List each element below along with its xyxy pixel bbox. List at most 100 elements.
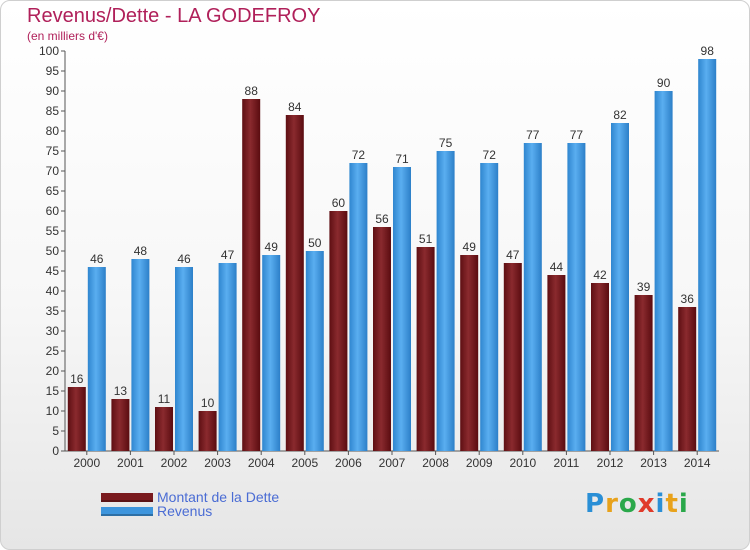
bar-dette xyxy=(111,399,130,451)
bar-revenus xyxy=(218,263,237,451)
proxiti-logo: Proxiti xyxy=(585,489,689,519)
data-label-dette: 10 xyxy=(201,396,215,410)
data-label-dette: 84 xyxy=(288,100,302,114)
y-tick-label: 10 xyxy=(46,404,60,418)
y-tick-label: 85 xyxy=(46,104,60,118)
data-label-revenus: 48 xyxy=(134,244,148,258)
data-label-dette: 47 xyxy=(506,248,520,262)
x-tick-label: 2000 xyxy=(73,456,100,470)
data-label-revenus: 46 xyxy=(90,252,104,266)
data-label-dette: 11 xyxy=(158,392,171,406)
data-label-revenus: 98 xyxy=(701,44,715,58)
x-tick-label: 2009 xyxy=(466,456,493,470)
data-label-revenus: 77 xyxy=(526,128,540,142)
data-label-revenus: 82 xyxy=(613,108,627,122)
bar-dette xyxy=(547,275,566,451)
y-tick-label: 45 xyxy=(46,264,60,278)
y-tick-label: 25 xyxy=(46,344,60,358)
bar-revenus xyxy=(349,163,368,451)
x-tick-label: 2007 xyxy=(379,456,406,470)
bar-dette xyxy=(198,411,217,451)
bar-dette xyxy=(591,283,609,451)
bar-revenus xyxy=(698,59,717,451)
bar-revenus xyxy=(393,167,411,451)
x-tick-label: 2003 xyxy=(204,456,231,470)
bar-revenus xyxy=(131,259,150,451)
data-label-dette: 88 xyxy=(245,84,259,98)
data-label-dette: 16 xyxy=(70,372,84,386)
data-label-revenus: 47 xyxy=(221,248,235,262)
data-label-dette: 36 xyxy=(681,292,695,306)
bar-dette xyxy=(242,99,261,451)
y-tick-label: 90 xyxy=(46,84,60,98)
x-tick-label: 2008 xyxy=(422,456,449,470)
bar-revenus xyxy=(87,267,106,451)
bar-dette xyxy=(373,227,391,451)
bar-revenus xyxy=(305,251,324,451)
data-label-revenus: 75 xyxy=(439,136,453,150)
data-label-revenus: 77 xyxy=(570,128,584,142)
data-label-dette: 39 xyxy=(637,280,651,294)
bar-revenus xyxy=(175,267,193,451)
data-label-revenus: 90 xyxy=(657,76,671,90)
x-tick-label: 2010 xyxy=(509,456,536,470)
bar-dette xyxy=(634,295,653,451)
data-label-revenus: 46 xyxy=(177,252,191,266)
data-label-dette: 56 xyxy=(375,212,389,226)
x-tick-label: 2001 xyxy=(117,456,144,470)
data-label-revenus: 50 xyxy=(308,236,322,250)
y-tick-label: 0 xyxy=(52,444,59,458)
y-tick-label: 55 xyxy=(46,224,60,238)
x-tick-label: 2005 xyxy=(291,456,318,470)
bar-dette xyxy=(416,247,435,451)
legend-item-revenus: Revenus xyxy=(101,503,212,519)
x-tick-label: 2004 xyxy=(248,456,275,470)
data-label-dette: 60 xyxy=(332,196,346,210)
y-tick-label: 100 xyxy=(39,44,59,58)
y-tick-label: 80 xyxy=(46,124,60,138)
x-tick-label: 2011 xyxy=(553,456,579,470)
data-label-revenus: 72 xyxy=(352,148,366,162)
x-tick-label: 2002 xyxy=(161,456,188,470)
y-tick-label: 35 xyxy=(46,304,60,318)
x-tick-label: 2013 xyxy=(640,456,667,470)
bar-dette xyxy=(285,115,304,451)
bar-revenus xyxy=(262,255,281,451)
bar-dette xyxy=(67,387,86,451)
y-tick-label: 40 xyxy=(46,284,60,298)
data-label-revenus: 72 xyxy=(483,148,497,162)
chart-subtitle: (en milliers d'€) xyxy=(27,29,108,43)
bar-dette xyxy=(503,263,522,451)
legend-swatch-revenus xyxy=(101,506,153,516)
y-tick-label: 50 xyxy=(46,244,60,258)
data-label-dette: 13 xyxy=(114,384,128,398)
y-tick-label: 95 xyxy=(46,64,60,78)
bar-dette xyxy=(155,407,173,451)
data-label-revenus: 71 xyxy=(395,152,409,166)
y-tick-label: 75 xyxy=(46,144,60,158)
x-tick-label: 2006 xyxy=(335,456,362,470)
data-label-dette: 49 xyxy=(463,240,477,254)
y-tick-label: 15 xyxy=(46,384,60,398)
legend-item-dette: Montant de la Dette xyxy=(101,489,279,505)
y-tick-label: 65 xyxy=(46,184,60,198)
y-tick-label: 70 xyxy=(46,164,60,178)
legend-label-revenus: Revenus xyxy=(157,503,213,519)
x-tick-label: 2014 xyxy=(684,456,711,470)
y-tick-label: 20 xyxy=(46,364,60,378)
legend-label-dette: Montant de la Dette xyxy=(157,489,280,505)
bar-revenus xyxy=(611,123,629,451)
data-label-dette: 51 xyxy=(419,232,433,246)
bar-revenus xyxy=(654,91,673,451)
data-label-dette: 42 xyxy=(593,268,607,282)
bar-dette xyxy=(329,211,348,451)
x-tick-label: 2012 xyxy=(597,456,624,470)
bar-revenus xyxy=(480,163,499,451)
chart-title: Revenus/Dette - LA GODEFROY xyxy=(27,5,321,27)
bar-revenus xyxy=(523,143,542,451)
bar-dette xyxy=(460,255,479,451)
legend-swatch-dette xyxy=(101,492,153,502)
bar-dette xyxy=(678,307,697,451)
